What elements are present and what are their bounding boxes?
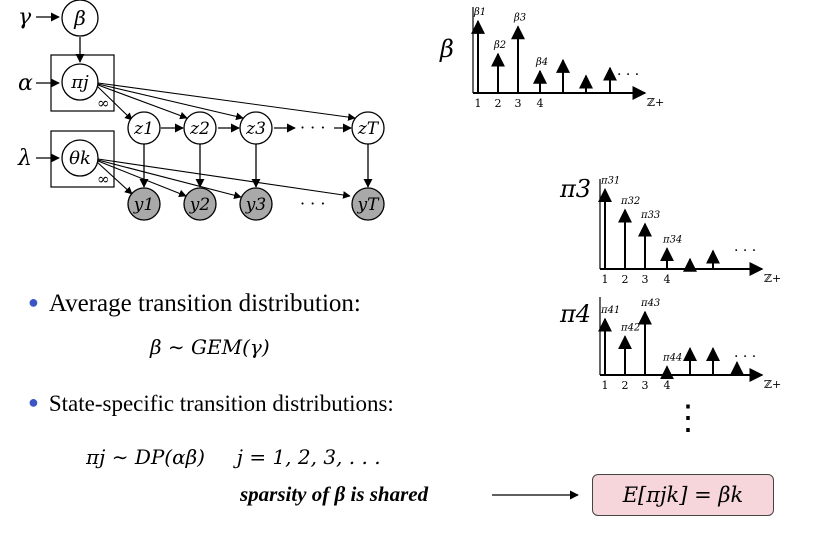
beta-tick-3: 3	[515, 97, 522, 110]
beta-stem-label-4: β4	[535, 57, 548, 68]
beta-tick-1: 1	[475, 97, 482, 110]
beta-tick-4: 4	[537, 97, 544, 110]
pi3-dots: · · ·	[734, 243, 756, 259]
theta-to-y2-edge	[97, 160, 187, 198]
y1-node	[127, 187, 161, 221]
z1-label: z1	[133, 119, 154, 139]
beta-stem-label-2: β2	[493, 40, 506, 51]
bullet-dot: ●	[28, 392, 39, 412]
bullet-text: Average transition distribution:	[48, 290, 361, 317]
pi3-stem-label-3: π33	[640, 210, 660, 221]
pi4-tick-4: 4	[664, 379, 671, 392]
pi-node	[61, 63, 99, 101]
yT-label: yT	[357, 195, 381, 215]
pi-to-z2-edge	[97, 84, 188, 120]
theta-to-yT-edge	[97, 158, 351, 199]
zT-label: zT	[357, 119, 380, 139]
pi3-tick-2: 2	[622, 273, 629, 286]
sparsity-callout: sparsity of β is shared	[240, 482, 429, 506]
pi-to-z3-edge	[97, 83, 244, 121]
formula-pi-dp: πj ∼ DP(αβ) j = 1, 2, 3, . . .	[86, 445, 381, 469]
bullet-dot: ●	[28, 292, 39, 312]
yT-node	[351, 187, 385, 221]
beta-node-label: β	[73, 6, 86, 30]
y-chain-ellipsis: · · ·	[300, 194, 325, 213]
beta-node	[61, 0, 99, 37]
theta-plate	[50, 130, 115, 188]
pi4-stem-label-3: π43	[640, 298, 660, 309]
expectation-box: E[πjk] = βk	[592, 474, 774, 516]
pi4-tick-1: 1	[602, 379, 609, 392]
pi3-tick-4: 4	[664, 273, 671, 286]
y3-label: y3	[245, 195, 266, 215]
pi-plate	[50, 54, 115, 112]
pi3-stem-label-1: π31	[600, 175, 620, 186]
lambda-label: λ	[17, 146, 32, 171]
pi4-axis-label: ℤ+	[764, 378, 781, 391]
theta-to-y3-edge	[97, 159, 242, 199]
pi-to-zT-edge	[97, 82, 356, 121]
beta-stem-label-1: β1	[473, 7, 486, 18]
pi3-label: π3	[559, 175, 591, 203]
y1-label: y1	[133, 195, 154, 215]
pi-plate-label: ∞	[97, 94, 110, 112]
pi3-tick-3: 3	[642, 273, 649, 286]
pi4-stem-label-4: π44	[662, 353, 682, 364]
theta-node	[61, 139, 99, 177]
beta-tick-2: 2	[495, 97, 502, 110]
pi4-dots: · · ·	[734, 349, 756, 365]
z-chain-ellipsis: · · ·	[300, 118, 325, 137]
z2-label: z2	[189, 119, 210, 139]
pi-to-z1-edge	[96, 85, 133, 121]
beta-axis-label: ℤ+	[647, 96, 664, 109]
alpha-label: α	[18, 71, 33, 96]
bullet-state-specific: ● State-specific transition distributions…	[28, 390, 394, 419]
beta-dots: · · ·	[617, 67, 639, 83]
pi4-stem-label-2: π42	[620, 323, 640, 334]
theta-node-label: θk	[69, 148, 91, 169]
y2-label: y2	[189, 195, 210, 215]
gamma-label: γ	[18, 5, 32, 30]
pi4-tick-3: 3	[642, 379, 649, 392]
pi3-axis-label: ℤ+	[764, 272, 781, 285]
pi-node-label: πj	[70, 72, 89, 93]
beta-label: β	[439, 35, 454, 63]
formula-beta-gem: β ∼ GEM(γ)	[150, 335, 270, 359]
beta-stem-label-3: β3	[513, 13, 526, 24]
pi4-label: π4	[559, 300, 591, 328]
bullet-text: State-specific transition distributions:	[48, 391, 394, 416]
z3-label: z3	[245, 119, 266, 139]
pi3-tick-1: 1	[602, 273, 609, 286]
pi3-stem-label-2: π32	[620, 196, 640, 207]
vertical-dots: ⋮	[671, 400, 705, 437]
pi4-stem-label-1: π41	[600, 305, 620, 316]
pi4-tick-2: 2	[622, 379, 629, 392]
theta-to-y1-edge	[96, 161, 133, 195]
pi3-stem-label-4: π34	[662, 235, 682, 246]
theta-plate-label: ∞	[97, 170, 110, 188]
bullet-average-transition: ● Average transition distribution:	[28, 290, 361, 319]
y2-node	[183, 187, 217, 221]
y3-node	[239, 187, 273, 221]
